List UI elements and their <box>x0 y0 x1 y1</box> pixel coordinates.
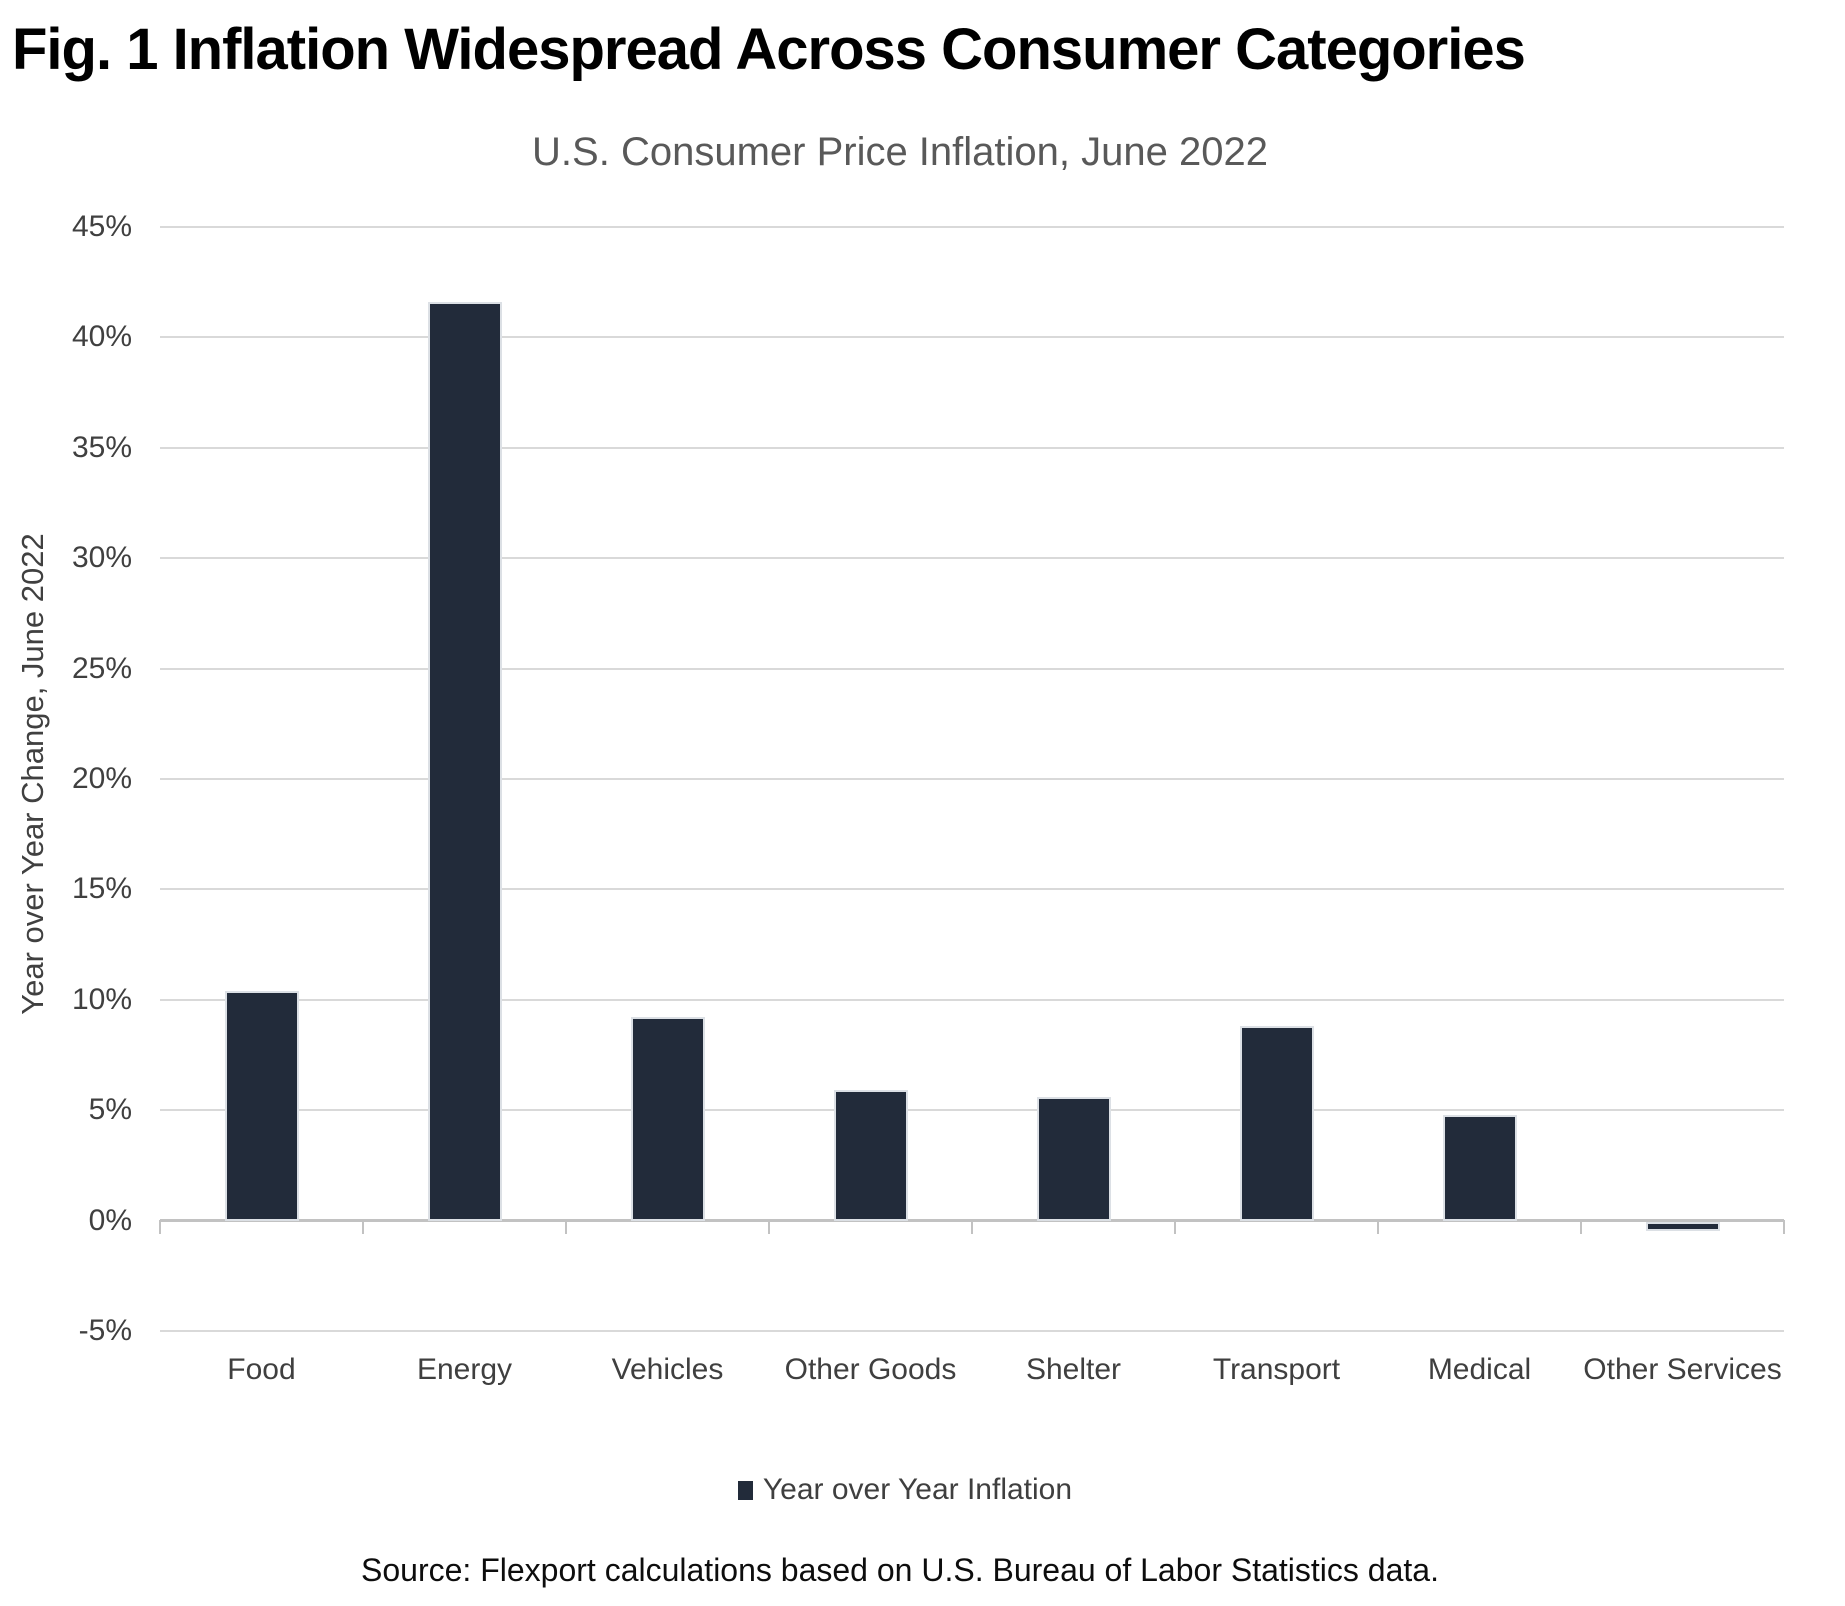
x-axis-tick <box>1377 1219 1379 1234</box>
y-tick-label: 0% <box>88 1203 132 1237</box>
y-tick-label: 40% <box>71 320 132 354</box>
chart-legend: Year over Year Inflation <box>0 1468 1810 1512</box>
y-tick-label: 45% <box>71 210 132 243</box>
y-tick-label: 35% <box>71 430 132 464</box>
h-gridline <box>160 888 1784 891</box>
legend-series-label: Year over Year Inflation <box>762 1473 1073 1506</box>
category-label: Other Goods <box>784 1353 957 1386</box>
bar-food <box>224 990 299 1221</box>
y-tick-label: 15% <box>71 872 132 906</box>
y-axis-title: Year over Year Change, June 2022 <box>15 533 50 1015</box>
h-gridline <box>160 446 1784 449</box>
category-label: Shelter <box>1025 1353 1122 1386</box>
bar-other-services <box>1645 1222 1720 1231</box>
x-axis-tick <box>1783 1219 1785 1234</box>
figure-title: Fig. 1 Inflation Widespread Across Consu… <box>12 17 1526 82</box>
y-tick-label: 10% <box>71 982 132 1016</box>
h-gridline <box>160 336 1784 339</box>
x-axis-tick <box>768 1219 770 1234</box>
x-axis-tick <box>565 1219 567 1234</box>
x-axis-tick <box>1580 1219 1582 1234</box>
bar-energy <box>427 302 502 1221</box>
h-gridline <box>160 778 1784 780</box>
x-axis-tick <box>362 1219 364 1234</box>
bar-shelter <box>1036 1096 1111 1221</box>
y-tick-label: 5% <box>88 1093 132 1127</box>
y-tick-label: 30% <box>71 541 132 575</box>
y-tick-label: 25% <box>71 651 132 685</box>
bar-vehicles <box>630 1017 705 1221</box>
category-label: Food <box>227 1353 296 1386</box>
h-gridline <box>160 667 1784 670</box>
x-axis-tick <box>971 1219 973 1234</box>
h-gridline <box>160 998 1784 1001</box>
chart-subtitle: U.S. Consumer Price Inflation, June 2022 <box>532 130 1268 174</box>
x-axis-tick <box>159 1219 161 1234</box>
category-label: Other Services <box>1583 1353 1782 1386</box>
bar-medical <box>1442 1114 1517 1221</box>
legend-marker-swatch <box>737 1480 753 1500</box>
source-note: Source: Flexport calculations based on U… <box>361 1552 1439 1588</box>
category-label: Transport <box>1212 1353 1341 1386</box>
category-label: Energy <box>416 1353 513 1386</box>
y-tick-label: -5% <box>78 1314 132 1347</box>
category-label: Medical <box>1427 1353 1532 1386</box>
h-gridline <box>160 226 1784 228</box>
y-tick-label: 20% <box>71 762 132 795</box>
category-label: Vehicles <box>611 1353 724 1386</box>
bar-other-goods <box>833 1090 908 1221</box>
x-axis-tick <box>1174 1219 1176 1234</box>
h-gridline <box>160 1330 1784 1332</box>
h-gridline <box>160 1109 1784 1112</box>
bar-transport <box>1239 1026 1314 1221</box>
h-gridline <box>160 557 1784 560</box>
